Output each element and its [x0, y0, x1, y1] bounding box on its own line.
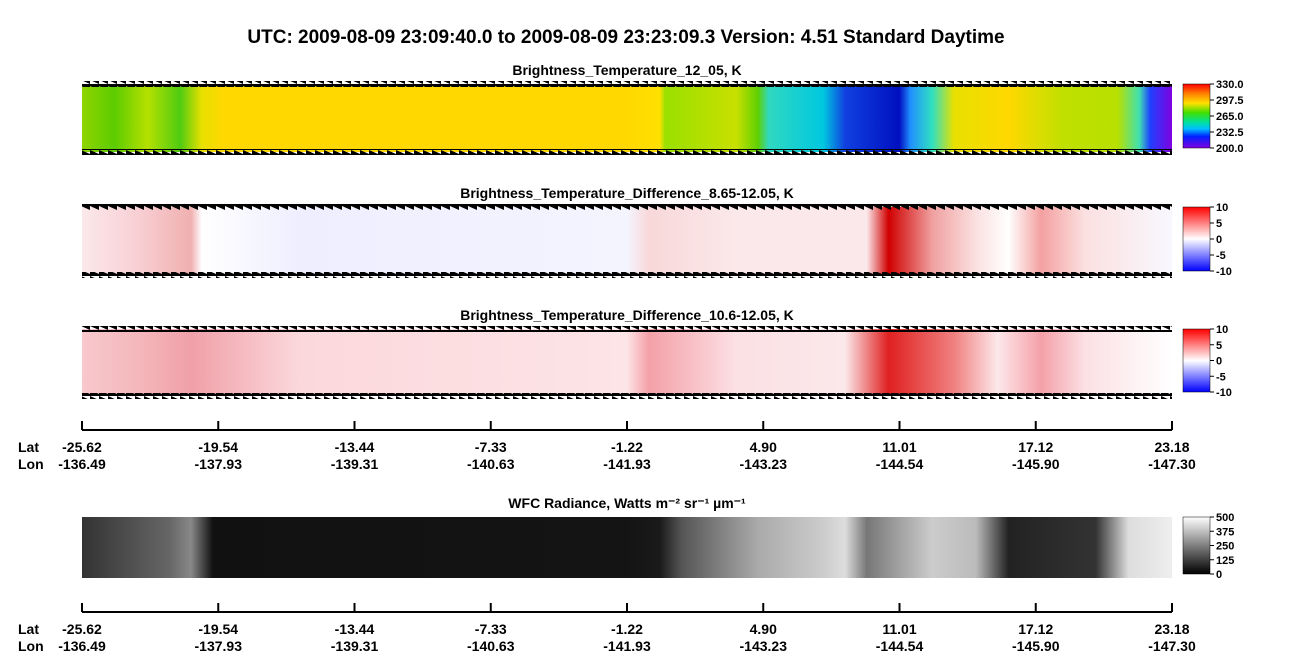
lat-tick-label: 4.90 [750, 439, 777, 455]
panel-title: Brightness_Temperature_Difference_8.65-1… [460, 185, 794, 201]
image-strip [82, 329, 1172, 396]
panel-title: WFC Radiance, Watts m⁻² sr⁻¹ µm⁻¹ [508, 495, 746, 511]
lat-tick-label: 23.18 [1154, 621, 1189, 637]
axis-row-label: Lat [18, 439, 39, 455]
lon-tick-label: -136.49 [58, 638, 106, 654]
lon-tick-label: -143.23 [740, 456, 788, 472]
lon-tick-label: -140.63 [467, 456, 515, 472]
lat-tick-label: -25.62 [62, 621, 102, 637]
lat-tick-label: -13.44 [335, 439, 375, 455]
lon-tick-label: -137.93 [195, 638, 243, 654]
colorbar-tick-label: 375 [1216, 526, 1234, 538]
swath-edge [82, 204, 1172, 210]
lon-tick-label: -145.90 [1012, 638, 1060, 654]
lon-tick-label: -143.23 [740, 638, 788, 654]
colorbar-tick-label: 0 [1216, 356, 1222, 368]
colorbar [1182, 516, 1211, 575]
swath-edge [82, 272, 1172, 278]
panel-title: Brightness_Temperature_Difference_10.6-1… [460, 307, 794, 323]
colorbar-tick-label: 330.0 [1216, 79, 1244, 91]
lat-tick-label: 17.12 [1018, 621, 1053, 637]
colorbar-tick-label: 0 [1216, 569, 1222, 581]
image-strip [82, 84, 1172, 152]
colorbar-tick-label: 5 [1216, 218, 1222, 230]
panel-title: Brightness_Temperature_12_05, K [512, 62, 741, 78]
lon-tick-label: -136.49 [58, 456, 106, 472]
lon-tick-label: -144.54 [876, 456, 924, 472]
lat-tick-label: -25.62 [62, 439, 102, 455]
lon-tick-label: -144.54 [876, 638, 924, 654]
colorbar-tick-label: 500 [1216, 512, 1234, 524]
axis-row-label: Lat [18, 621, 39, 637]
colorbar-tick-label: -10 [1216, 266, 1232, 278]
lat-tick-label: -19.54 [198, 439, 238, 455]
colorbar-tick-label: -10 [1216, 387, 1232, 399]
page-title: UTC: 2009-08-09 23:09:40.0 to 2009-08-09… [247, 27, 1004, 48]
colorbar-tick-label: 265.0 [1216, 111, 1244, 123]
colorbar-tick-label: -5 [1216, 371, 1226, 383]
lat-tick-label: -13.44 [335, 621, 375, 637]
lon-tick-label: -145.90 [1012, 456, 1060, 472]
colorbar-tick-label: 125 [1216, 555, 1234, 567]
lat-tick-label: 4.90 [750, 621, 777, 637]
lon-tick-label: -140.63 [467, 638, 515, 654]
lon-tick-label: -141.93 [603, 456, 651, 472]
lon-tick-label: -141.93 [603, 638, 651, 654]
axis-row-label: Lon [18, 638, 44, 654]
colorbar-tick-label: -5 [1216, 250, 1226, 262]
swath-edge [82, 326, 1172, 332]
lat-tick-label: 11.01 [882, 621, 916, 637]
lon-tick-label: -139.31 [331, 638, 379, 654]
colorbar-tick-label: 10 [1216, 324, 1228, 336]
lat-tick-label: -19.54 [198, 621, 238, 637]
colorbar-tick-label: 200.0 [1216, 143, 1244, 155]
colorbar-tick-label: 10 [1216, 202, 1228, 214]
lat-tick-label: 17.12 [1018, 439, 1053, 455]
lon-tick-label: -139.31 [331, 456, 379, 472]
lat-tick-label: -7.33 [475, 621, 507, 637]
colorbar [1182, 328, 1211, 393]
lat-tick-label: -1.22 [611, 439, 643, 455]
lat-tick-label: -1.22 [611, 621, 643, 637]
colorbar-tick-label: 297.5 [1216, 95, 1244, 107]
lat-tick-label: 11.01 [882, 439, 916, 455]
colorbar [1182, 206, 1211, 272]
axis-row-label: Lon [18, 456, 44, 472]
swath-edge [82, 393, 1172, 399]
lon-tick-label: -147.30 [1148, 456, 1196, 472]
lat-tick-label: 23.18 [1154, 439, 1189, 455]
colorbar-tick-label: 232.5 [1216, 127, 1244, 139]
colorbar-tick-label: 250 [1216, 541, 1234, 553]
image-strip [82, 207, 1172, 275]
swath-edge [82, 81, 1172, 87]
swath-edge [82, 149, 1172, 155]
colorbar-tick-label: 5 [1216, 340, 1222, 352]
colorbar [1182, 83, 1211, 149]
lat-tick-label: -7.33 [475, 439, 507, 455]
colorbar-tick-label: 0 [1216, 234, 1222, 246]
lon-tick-label: -137.93 [195, 456, 243, 472]
image-strip [82, 517, 1172, 578]
lon-tick-label: -147.30 [1148, 638, 1196, 654]
